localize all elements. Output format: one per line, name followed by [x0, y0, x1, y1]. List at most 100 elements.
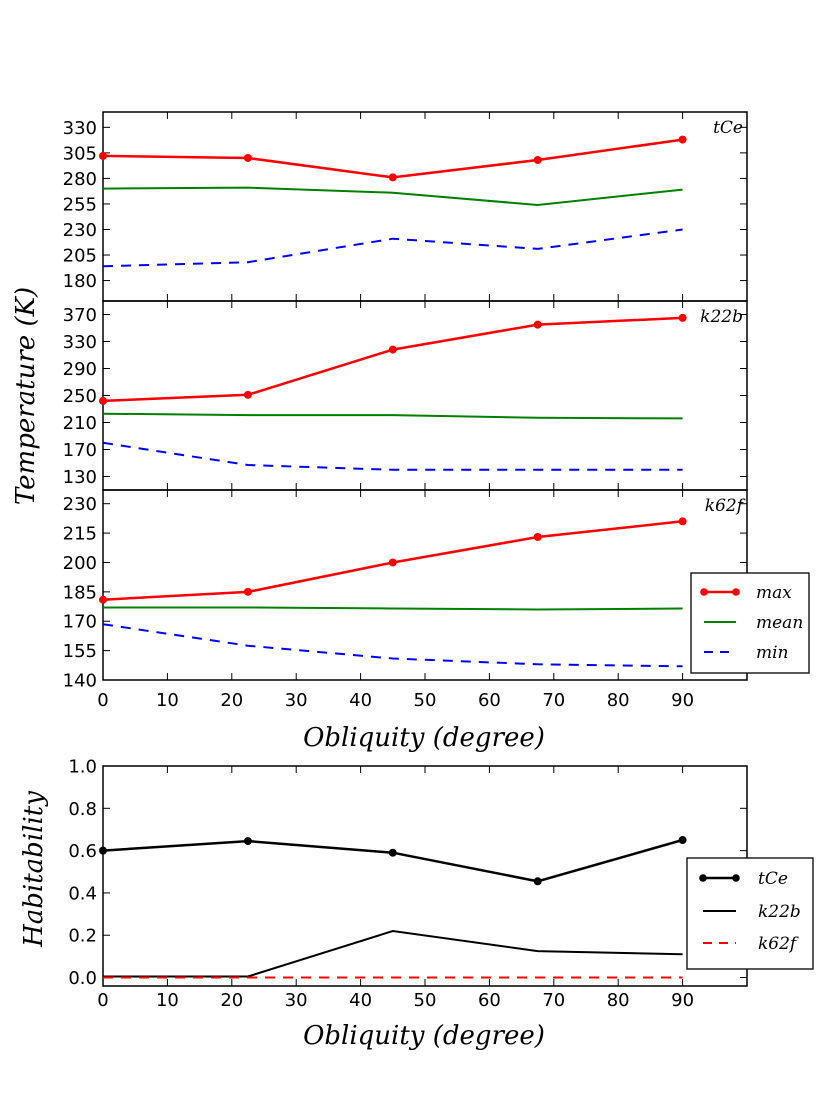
- series-line-mean: [102, 412, 683, 420]
- panel-k62f: 140 155 170 185 200 215 230 0 10 20 30 40 50 60 70 80 90…: [63, 489, 748, 711]
- y-tick-label: 0.6: [68, 841, 97, 862]
- legend-label-k62f: k62f: [758, 934, 799, 954]
- y-axis-title-habitability: Habitability: [19, 791, 49, 948]
- data-point-tCe: [243, 837, 252, 846]
- legend-label-tCe: tCe: [758, 869, 788, 889]
- series-line-max: [102, 316, 683, 403]
- series-line-mean: [103, 606, 683, 611]
- y-tick-label: 370: [63, 305, 97, 326]
- x-tick-label: 70: [542, 990, 565, 1011]
- x-tick-label: 40: [349, 690, 372, 711]
- panel-tCe: 180 205 230 255 280 305 330 tCe: [63, 111, 748, 302]
- data-point-max: [678, 313, 687, 322]
- series-line-min: [102, 441, 683, 471]
- y-tick-label: 290: [63, 359, 97, 380]
- legend-label-max: max: [756, 583, 792, 603]
- y-tick-label: 155: [63, 641, 97, 662]
- data-point-max: [678, 135, 687, 144]
- y-tick-label: 130: [63, 467, 97, 488]
- y-tick-label: 170: [63, 440, 97, 461]
- legend-marker-max: [700, 588, 708, 596]
- data-point-max: [99, 595, 107, 604]
- legend-label-k22b: k22b: [758, 902, 801, 922]
- x-tick-label: 90: [671, 690, 694, 711]
- y-tick-label: 0.2: [68, 926, 97, 947]
- y-tick-label: 305: [63, 143, 97, 164]
- legend-habitability: tCe k22b k62f: [686, 857, 814, 970]
- plot-frame: [102, 111, 748, 302]
- data-point-tCe: [678, 836, 687, 845]
- panel-label-k22b: k22b: [700, 307, 743, 327]
- data-point-max: [243, 153, 252, 162]
- data-point-max: [533, 533, 542, 542]
- data-point-max: [388, 173, 397, 182]
- x-tick-label: 70: [542, 690, 565, 711]
- x-axis-title-top: Obliquity (degree): [303, 723, 545, 753]
- y-tick-label: 140: [63, 671, 97, 692]
- legend-marker-tCe: [699, 874, 707, 882]
- y-axis-title-temperature: Temperature (K): [11, 287, 41, 505]
- series-line-k22b: [103, 929, 683, 978]
- legend-marker-max: [732, 588, 740, 596]
- x-axis-title-bottom: Obliquity (degree): [303, 1021, 545, 1051]
- plot-panels: 180 205 230 255 280 305 330 tCe 130 170 210 250 290 3…: [63, 111, 748, 1011]
- y-tick-label: 255: [63, 194, 97, 215]
- y-tick-label: 205: [63, 246, 97, 267]
- data-point-max: [99, 151, 107, 160]
- data-point-max: [99, 396, 107, 405]
- series-line-min: [102, 623, 683, 668]
- x-tick-label: 0: [97, 690, 108, 711]
- y-tick-label: 1.0: [68, 757, 97, 778]
- y-tick-label: 330: [63, 332, 97, 353]
- legend-box: [686, 857, 814, 970]
- y-tick-label: 210: [63, 413, 97, 434]
- x-tick-label: 60: [478, 690, 501, 711]
- y-tick-label: 170: [63, 612, 97, 633]
- data-point-tCe: [388, 848, 397, 857]
- data-point-max: [388, 558, 397, 567]
- y-tick-label: 0.0: [68, 968, 97, 989]
- y-tick-label: 280: [63, 169, 97, 190]
- y-tick-label: 0.8: [68, 799, 97, 820]
- x-tick-label: 10: [156, 690, 179, 711]
- x-tick-label: 30: [285, 990, 308, 1011]
- panel-label-tCe: tCe: [713, 118, 743, 138]
- y-tick-label: 0.4: [68, 883, 97, 904]
- legend-label-min: min: [756, 643, 789, 663]
- x-tick-label: 20: [220, 690, 243, 711]
- x-tick-label: 60: [478, 990, 501, 1011]
- y-tick-label: 230: [63, 220, 97, 241]
- data-point-max: [533, 320, 542, 329]
- x-tick-label: 50: [414, 690, 437, 711]
- panel-label-k62f: k62f: [705, 496, 746, 516]
- x-tick-label: 80: [607, 690, 630, 711]
- y-tick-label: 230: [63, 494, 97, 515]
- series-line-min: [102, 228, 683, 268]
- data-point-max: [243, 390, 252, 399]
- x-tick-label: 20: [220, 990, 243, 1011]
- x-tick-label: 50: [414, 990, 437, 1011]
- panel-k22b: 130 170 210 250 290 330 370 k22b: [63, 300, 748, 491]
- data-point-max: [533, 156, 542, 165]
- x-tick-label: 80: [607, 990, 630, 1011]
- legend-temperature: max mean min: [690, 572, 810, 674]
- y-tick-label: 185: [63, 582, 97, 603]
- y-tick-label: 330: [63, 118, 97, 139]
- data-point-tCe: [99, 846, 107, 855]
- data-point-max: [678, 517, 687, 526]
- plot-frame: [102, 300, 748, 491]
- series-line-max: [102, 138, 683, 179]
- plot-frame: [102, 489, 748, 681]
- x-tick-label: 10: [156, 990, 179, 1011]
- data-point-max: [243, 587, 252, 596]
- legend-label-mean: mean: [756, 613, 803, 633]
- series-line-tCe: [102, 838, 683, 883]
- x-tick-label: 90: [671, 990, 694, 1011]
- data-point-tCe: [533, 877, 542, 886]
- y-tick-label: 180: [63, 271, 97, 292]
- data-point-max: [388, 345, 397, 354]
- x-tick-label: 40: [349, 990, 372, 1011]
- x-tick-label: 30: [285, 690, 308, 711]
- y-tick-label: 215: [63, 524, 97, 545]
